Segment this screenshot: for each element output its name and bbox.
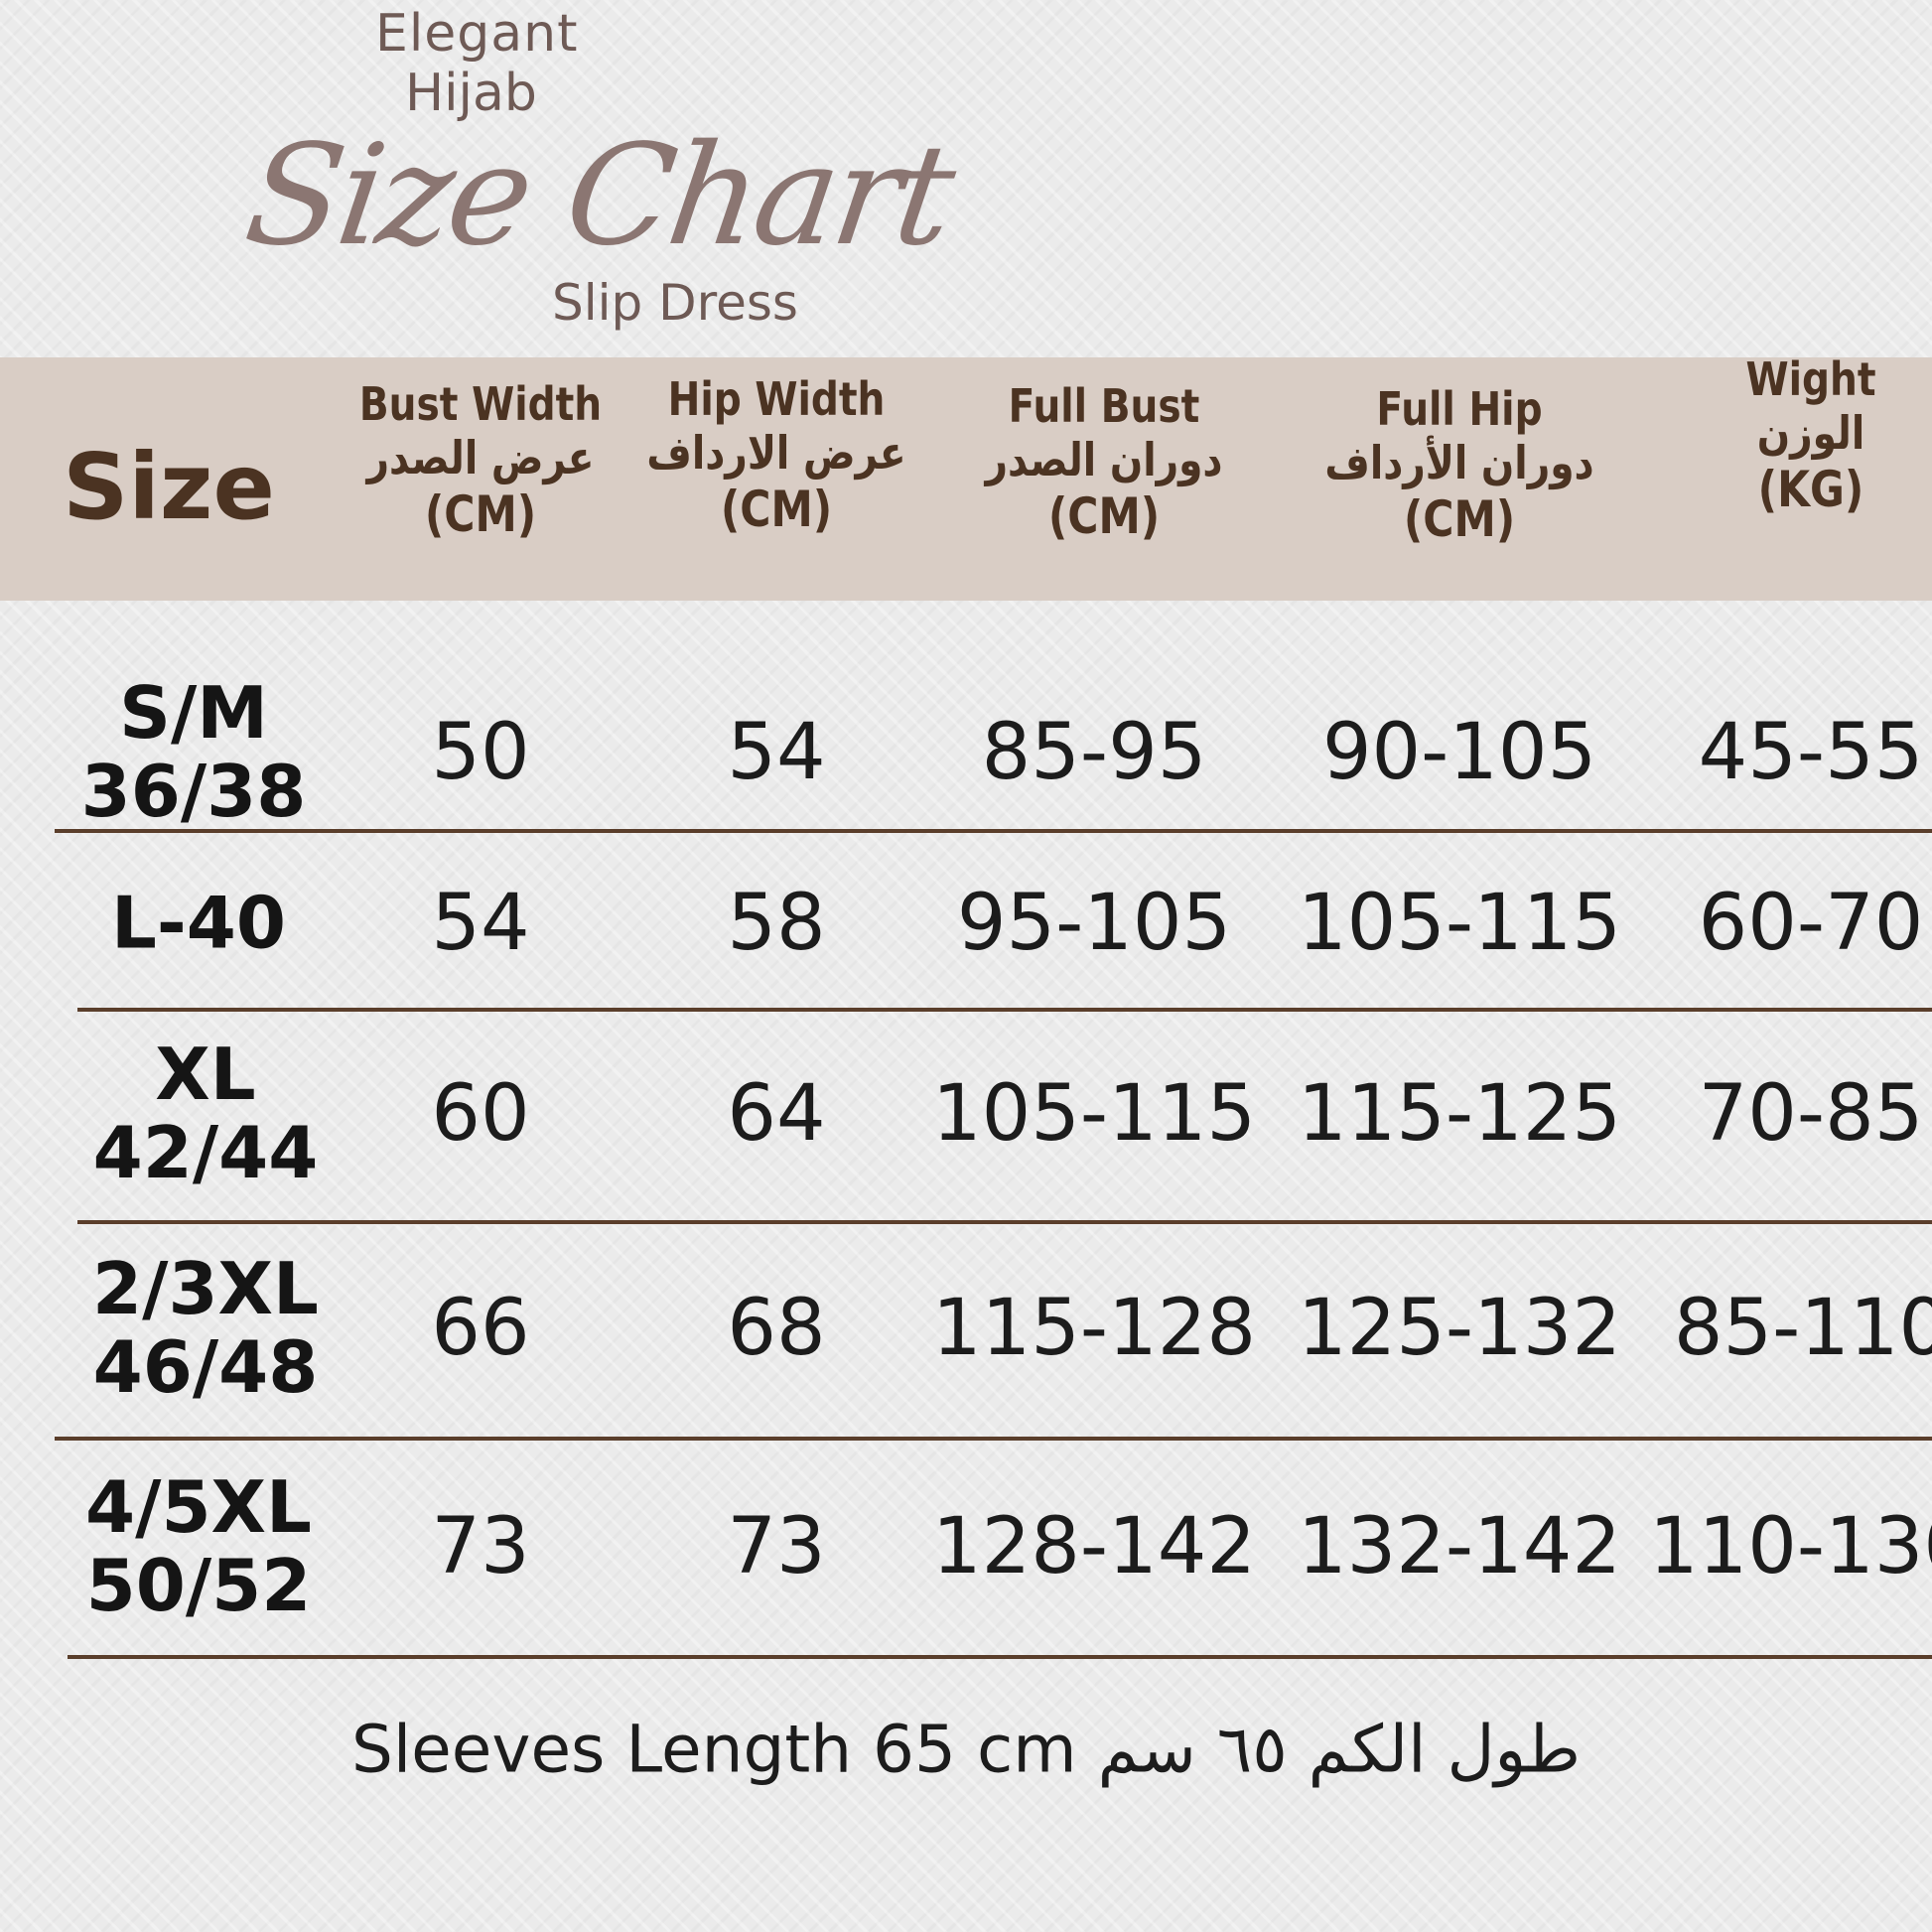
table-cell: 73: [431, 1502, 530, 1591]
table-cell: 132-142: [1298, 1502, 1621, 1591]
table-cell: 45-55: [1698, 708, 1924, 797]
script-title: Size Chart: [236, 115, 961, 277]
column-header: Full Hip دوران الأرداف (CM): [1324, 382, 1593, 549]
table-cell: 70-85: [1698, 1069, 1924, 1159]
table-cell: 90-105: [1321, 708, 1597, 797]
column-header-unit: (CM): [1403, 489, 1516, 548]
column-header-en: Wight: [1745, 352, 1876, 406]
size-label: S/M 36/38: [80, 670, 307, 833]
table-cell: 50: [431, 708, 530, 797]
size-label-line: 50/52: [85, 1544, 312, 1627]
column-header-unit: (CM): [424, 484, 537, 543]
table-cell: 125-132: [1298, 1284, 1621, 1373]
row-divider: [68, 1655, 1932, 1659]
size-label: 2/3XL 46/48: [92, 1246, 319, 1409]
table-cell: 105-115: [932, 1069, 1256, 1159]
row-divider: [77, 1220, 1932, 1224]
column-header-en: Full Hip: [1376, 382, 1543, 436]
table-cell: 60-70: [1698, 879, 1924, 968]
size-label-line: XL: [155, 1032, 256, 1116]
column-header: Wight الوزن (KG): [1745, 352, 1875, 519]
table-cell: 85-95: [981, 708, 1207, 797]
table-cell: 73: [727, 1502, 826, 1591]
table-cell: 85-110: [1673, 1284, 1932, 1373]
table-cell: 128-142: [932, 1502, 1256, 1591]
column-header: Full Bust دوران الصدر (CM): [986, 379, 1223, 546]
column-header-ar: دوران الصدر: [985, 433, 1223, 487]
table-cell: 54: [727, 708, 826, 797]
table-cell: 54: [431, 879, 530, 968]
size-label-line: L-40: [111, 881, 286, 965]
table-cell: 68: [727, 1284, 826, 1373]
column-header-en: Hip Width: [667, 372, 886, 426]
row-divider: [55, 829, 1932, 833]
column-header-ar: عرض الصدر: [366, 431, 595, 485]
size-label: L-40: [111, 884, 286, 962]
size-label: 4/5XL 50/52: [85, 1464, 312, 1627]
header-band: [0, 357, 1932, 601]
row-divider: [77, 1008, 1932, 1012]
table-cell: 105-115: [1298, 879, 1621, 968]
column-header-ar: عرض الارداف: [646, 426, 906, 481]
size-label-line: 42/44: [92, 1111, 319, 1194]
size-label-line: S/M: [119, 670, 268, 755]
table-cell: 64: [727, 1069, 826, 1159]
sleeves-note: Sleeves Length 65 cm طول الكم ٦٥ سم: [350, 1711, 1582, 1788]
column-header: Bust Width عرض الصدر (CM): [359, 377, 602, 544]
brand-hijab: Hijab: [405, 64, 537, 123]
column-header-ar: دوران الأرداف: [1324, 436, 1594, 490]
table-cell: 66: [431, 1284, 530, 1373]
column-header-unit: (CM): [720, 480, 833, 538]
table-cell: 58: [727, 879, 826, 968]
subtitle: Slip Dress: [552, 274, 798, 332]
column-header-unit: (KG): [1757, 460, 1864, 518]
row-divider: [55, 1437, 1932, 1441]
size-label-line: 2/3XL: [92, 1246, 319, 1330]
table-cell: 115-125: [1298, 1069, 1621, 1159]
column-header-unit: (CM): [1047, 486, 1161, 545]
size-label-line: 4/5XL: [85, 1464, 312, 1549]
column-header: Hip Width عرض الارداف (CM): [646, 372, 905, 539]
column-header-en: Bust Width: [358, 377, 603, 431]
column-header-en: Full Bust: [1008, 379, 1200, 433]
table-cell: 60: [431, 1069, 530, 1159]
brand-elegant: Elegant: [375, 4, 579, 64]
table-cell: 110-130: [1649, 1502, 1932, 1591]
column-header-ar: الوزن: [1756, 406, 1865, 461]
size-label-line: 36/38: [80, 750, 307, 833]
size-label: XL 42/44: [93, 1035, 319, 1192]
table-cell: 115-128: [932, 1284, 1256, 1373]
size-heading: Size: [63, 434, 275, 540]
size-label-line: 46/48: [92, 1325, 319, 1409]
table-cell: 95-105: [956, 879, 1232, 968]
